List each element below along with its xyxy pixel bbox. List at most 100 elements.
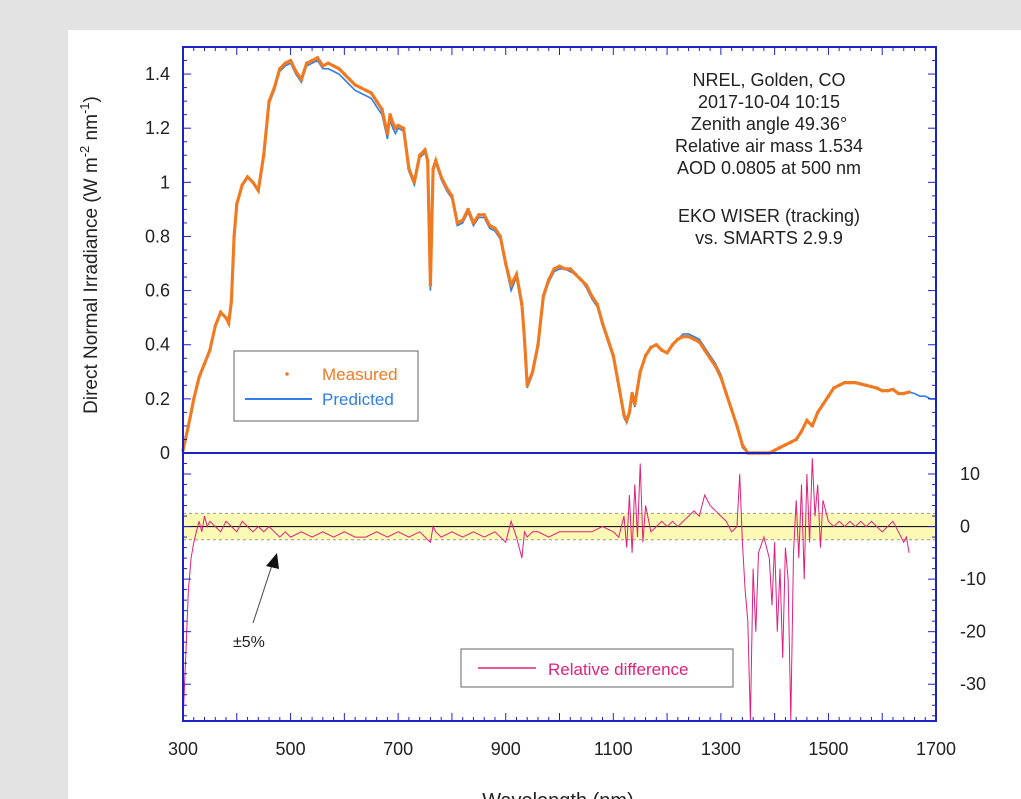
measured-point [288, 58, 293, 63]
measured-point [907, 390, 911, 394]
residual-tick-label: -20 [960, 622, 986, 642]
measured-point [573, 272, 578, 277]
measured-point [294, 69, 298, 74]
measured-point [412, 180, 416, 184]
x-axis-title: Wavelength (nm) [482, 790, 634, 799]
measured-point [584, 283, 589, 287]
measured-point [522, 337, 527, 341]
measured-point [208, 348, 212, 352]
measured-point [708, 356, 712, 360]
measured-point [563, 267, 567, 271]
measured-point [299, 77, 303, 82]
annotation-site: NREL, Golden, CO [692, 70, 845, 90]
measured-point [617, 383, 621, 387]
measured-point [541, 294, 546, 298]
residual-tick-label: -30 [960, 674, 986, 694]
x-tick-label: 300 [168, 739, 198, 759]
x-tick-label: 1300 [701, 739, 741, 759]
measured-point [353, 83, 357, 87]
measured-point [358, 85, 363, 90]
measured-point [315, 56, 320, 60]
measured-point [625, 418, 629, 423]
measured-point [240, 183, 244, 187]
measured-point [686, 334, 691, 339]
measured-point [520, 302, 524, 306]
measured-point [713, 364, 718, 369]
measured-point [326, 61, 330, 65]
measured-point [391, 121, 395, 125]
measured-point [842, 380, 847, 385]
measured-point [504, 261, 508, 266]
measured-point [267, 99, 271, 103]
measured-point [697, 340, 701, 344]
measured-point [278, 67, 282, 71]
measured-point [724, 391, 728, 396]
measured-point [310, 58, 314, 63]
measured-point [595, 302, 599, 306]
measured-point [224, 316, 228, 320]
measured-point [783, 443, 788, 447]
measured-point [740, 443, 745, 447]
measured-point [630, 391, 634, 396]
measured-point [393, 126, 398, 130]
measured-point [611, 353, 615, 358]
measured-point [568, 267, 572, 271]
measured-point [439, 175, 443, 179]
annotation-zenith: Zenith angle 49.36° [691, 114, 847, 134]
measured-point [902, 391, 906, 396]
measured-point [660, 348, 664, 352]
x-tick-label: 500 [276, 739, 306, 759]
measured-point [579, 278, 583, 282]
y-axis-title: Direct Normal Irradiance (W m-2 nm-1) [77, 96, 102, 414]
plot-layer [181, 55, 936, 721]
measured-point [799, 429, 804, 433]
measured-point [388, 113, 392, 117]
measured-point [444, 186, 449, 190]
measured-point [509, 283, 513, 287]
measured-point [810, 424, 814, 428]
measured-point [729, 408, 734, 412]
measured-point [192, 397, 196, 401]
y-tick-label: 0.6 [145, 281, 170, 301]
measured-point [681, 334, 685, 339]
legend-measured-label: Measured [322, 365, 398, 384]
measured-point [331, 64, 336, 68]
measured-point [525, 383, 529, 387]
measured-point [482, 213, 486, 217]
measured-point [703, 348, 707, 352]
measured-point [654, 343, 658, 347]
measured-point [477, 213, 481, 217]
measured-point [401, 126, 406, 130]
band-callout-arrow [252, 561, 274, 624]
measured-point [364, 88, 368, 93]
annotation-instrument: EKO WISER (tracking) [678, 206, 860, 226]
measured-point [816, 410, 820, 415]
measured-point [461, 218, 465, 222]
x-tick-label: 1100 [594, 739, 633, 759]
measured-point [676, 337, 680, 341]
measured-point [256, 188, 260, 193]
measured-point [643, 353, 648, 358]
measured-point [428, 283, 433, 287]
measured-point [805, 418, 809, 423]
measured-point [875, 386, 879, 390]
measured-point [837, 383, 841, 387]
measured-point [348, 77, 352, 82]
measured-point [665, 351, 669, 355]
x-tick-label: 700 [383, 739, 413, 759]
measured-point [848, 380, 852, 385]
measured-point [606, 337, 610, 341]
measured-point [869, 385, 874, 389]
measured-point [232, 234, 236, 239]
measured-point [832, 386, 836, 390]
measured-point [670, 343, 675, 347]
measured-point [853, 380, 857, 385]
measured-point [423, 148, 427, 152]
residual-tick-label: -10 [960, 569, 986, 589]
measured-point [896, 391, 901, 396]
measured-point [859, 382, 863, 386]
measured-point [493, 226, 497, 230]
annotation-block: NREL, Golden, CO 2017-10-04 10:15 Zenith… [675, 70, 863, 248]
measured-point [821, 402, 825, 406]
